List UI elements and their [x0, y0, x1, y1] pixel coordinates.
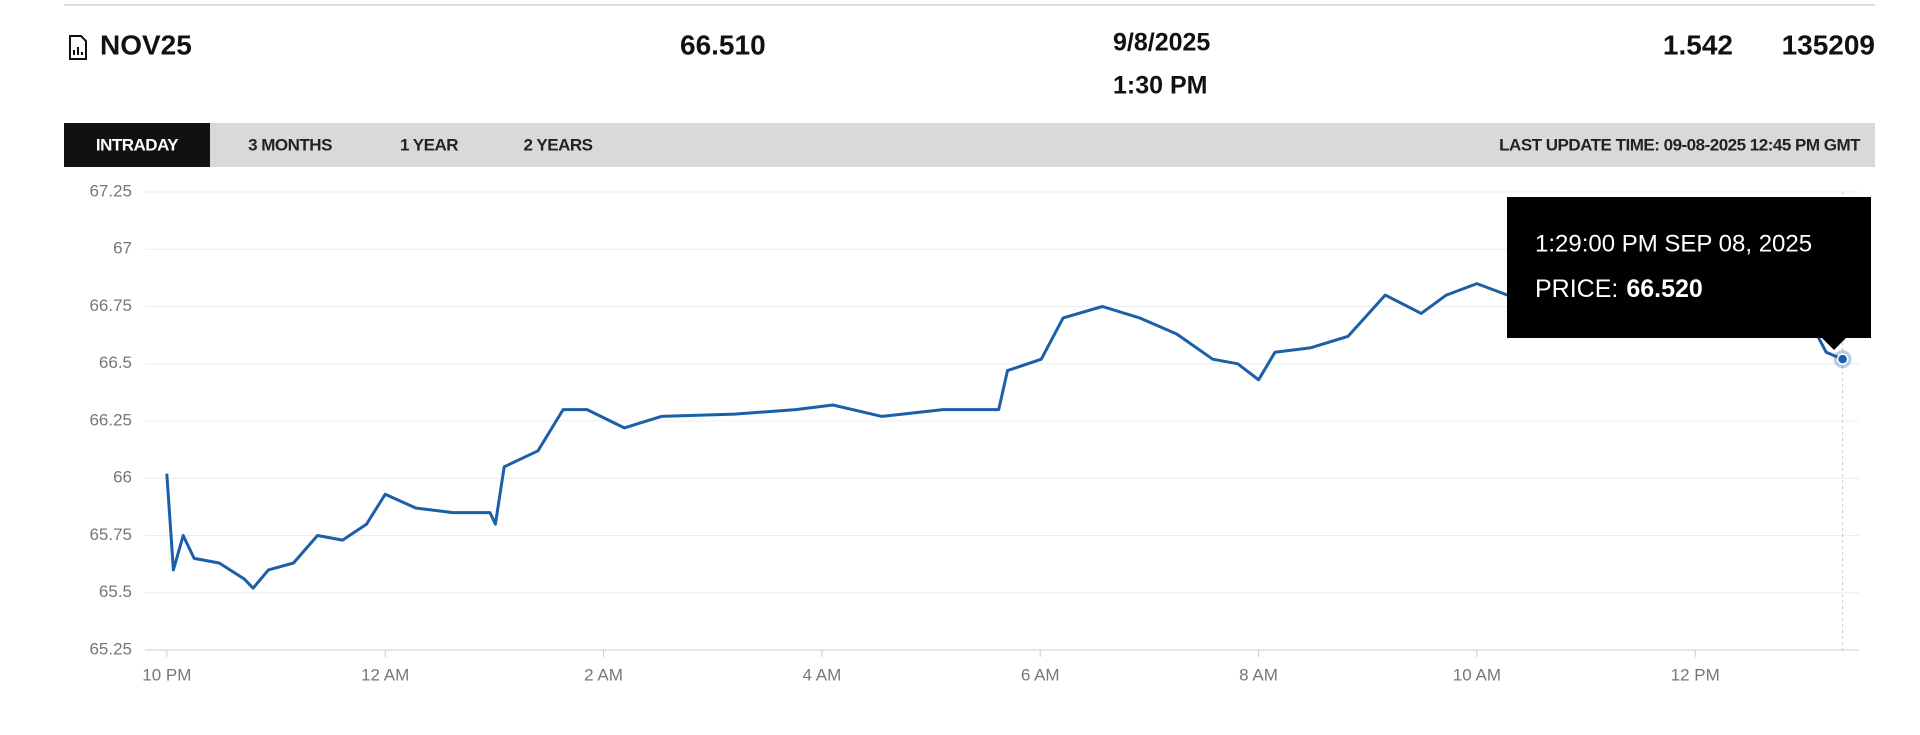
time: 1:30 PM — [1113, 72, 1207, 100]
file-icon — [69, 35, 87, 60]
x-tick-label: 4 AM — [802, 665, 841, 684]
y-tick-label: 67.25 — [89, 181, 132, 200]
tooltip-price-value: 66.520 — [1626, 275, 1702, 303]
tooltip-time: 1:29:00 PM SEP 08, 2025 — [1535, 230, 1812, 257]
x-tick-label: 10 PM — [142, 665, 191, 684]
tab[interactable]: 2 YEARS — [524, 135, 594, 154]
active-tab[interactable] — [64, 123, 210, 167]
y-tick-label: 66 — [113, 468, 132, 487]
x-tick-label: 8 AM — [1239, 665, 1278, 684]
symbol: NOV25 — [100, 29, 192, 60]
tab[interactable]: INTRADAY — [96, 135, 180, 154]
date: 9/8/2025 — [1113, 29, 1210, 57]
y-tick-label: 65.75 — [89, 525, 132, 544]
tab-bar — [64, 123, 1875, 167]
x-tick-label: 2 AM — [584, 665, 623, 684]
last-price: 66.510 — [680, 29, 766, 60]
y-tick-label: 66.25 — [89, 410, 132, 429]
y-tick-label: 67 — [113, 239, 132, 258]
tab[interactable]: 1 YEAR — [400, 135, 459, 154]
change: 1.542 — [1663, 29, 1733, 60]
tooltip-arrow — [1822, 338, 1846, 350]
x-tick-label: 12 AM — [361, 665, 409, 684]
y-tick-label: 65.5 — [99, 582, 132, 601]
x-tick-label: 6 AM — [1021, 665, 1060, 684]
last-update: LAST UPDATE TIME: 09-08-2025 12:45 PM GM… — [1499, 135, 1861, 154]
tab[interactable]: 3 MONTHS — [248, 135, 333, 154]
tooltip-price: PRICE: 66.520 — [1535, 275, 1703, 303]
x-tick-label: 12 PM — [1671, 665, 1720, 684]
y-tick-label: 65.25 — [89, 639, 132, 658]
tooltip-price-label: PRICE: — [1535, 275, 1618, 303]
tooltip-box — [1507, 197, 1871, 338]
y-tick-label: 66.75 — [89, 296, 132, 315]
volume: 135209 — [1782, 29, 1875, 60]
x-tick-label: 10 AM — [1453, 665, 1501, 684]
price-line — [165, 282, 1844, 590]
y-tick-label: 66.5 — [99, 353, 132, 372]
hover-point-core — [1836, 353, 1849, 365]
